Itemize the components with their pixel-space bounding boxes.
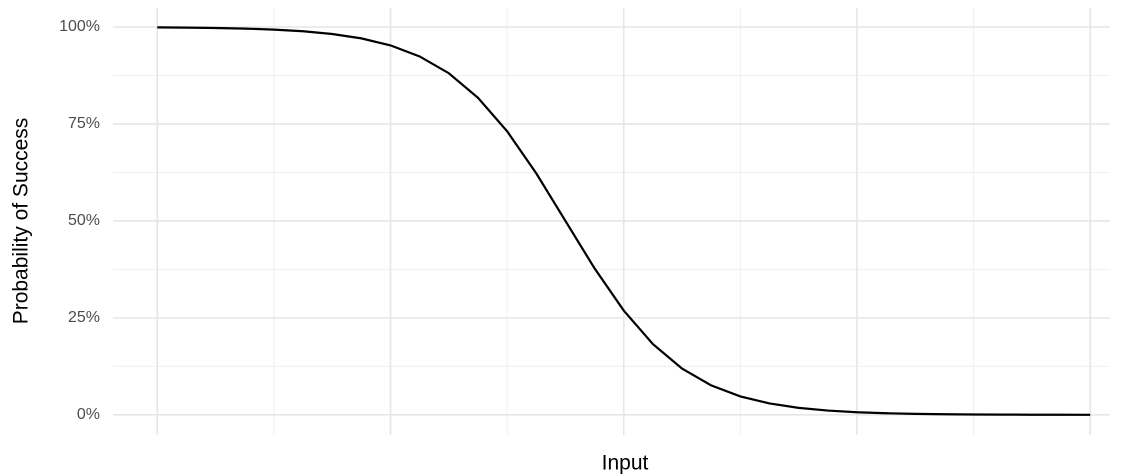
y-tick-label: 0% (77, 406, 100, 423)
y-tick-label: 75% (68, 115, 100, 132)
x-axis-title: Input (602, 452, 649, 475)
y-tick-label: 100% (59, 18, 100, 35)
y-axis-title: Probability of Success (10, 118, 33, 325)
line (157, 26, 1091, 416)
y-tick-label: 50% (68, 212, 100, 229)
y-tick-label: 25% (68, 309, 100, 326)
